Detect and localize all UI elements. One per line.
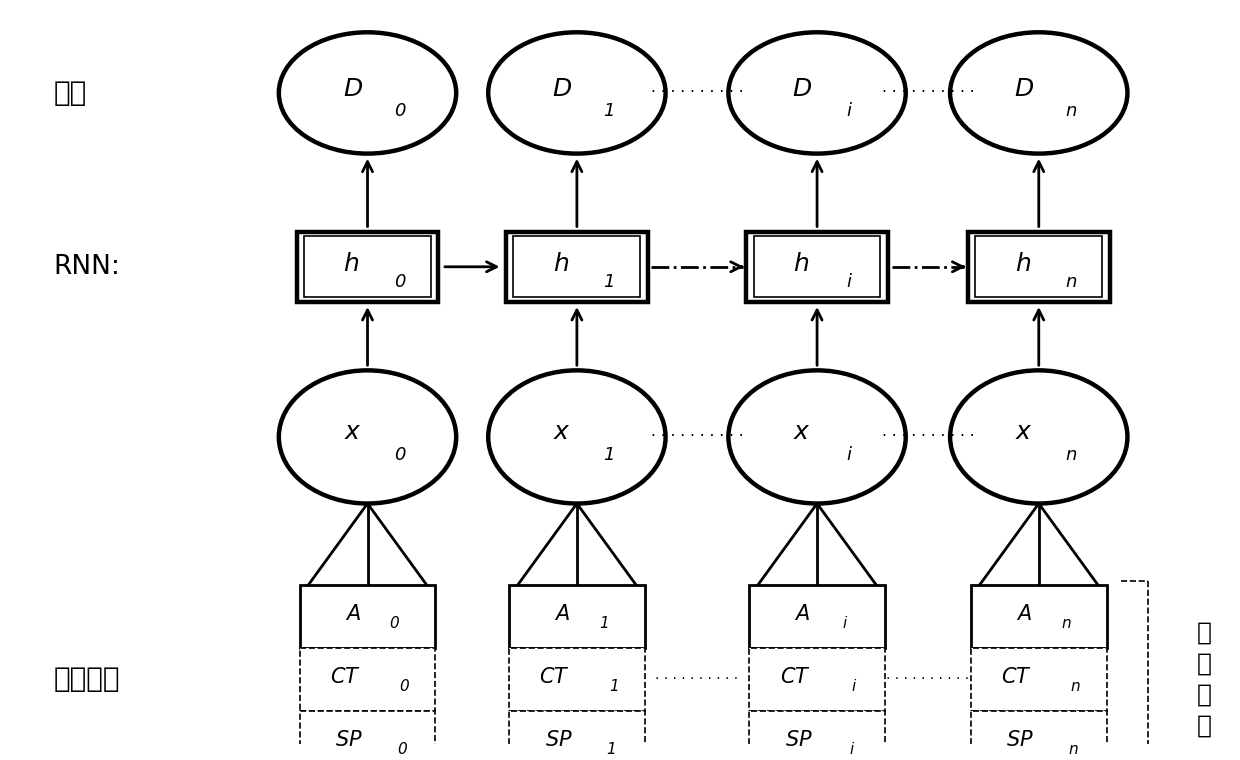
Text: $x$: $x$	[1016, 420, 1033, 445]
FancyBboxPatch shape	[749, 585, 885, 648]
Text: $A$: $A$	[345, 604, 361, 624]
Text: $CT$: $CT$	[1001, 667, 1032, 687]
Text: · · · · · · · · · ·: · · · · · · · · · ·	[656, 672, 739, 686]
Text: $h$: $h$	[553, 252, 569, 276]
Text: n: n	[1065, 446, 1076, 464]
Text: · · · · · · · · · ·: · · · · · · · · · ·	[882, 85, 975, 100]
Text: RNN:: RNN:	[53, 254, 120, 280]
Text: $SP$: $SP$	[1007, 730, 1034, 750]
Text: i: i	[852, 679, 856, 694]
Text: i: i	[847, 103, 852, 120]
Text: 多重输入: 多重输入	[53, 665, 120, 693]
FancyBboxPatch shape	[513, 236, 640, 297]
Text: 关: 关	[1197, 682, 1211, 707]
FancyBboxPatch shape	[296, 232, 438, 302]
Text: $SP$: $SP$	[544, 730, 573, 750]
Text: 1: 1	[603, 103, 615, 120]
Text: $h$: $h$	[343, 252, 360, 276]
FancyBboxPatch shape	[300, 585, 435, 648]
Ellipse shape	[279, 370, 456, 504]
Text: 联: 联	[1197, 651, 1211, 676]
FancyBboxPatch shape	[971, 648, 1106, 711]
Text: $x$: $x$	[343, 420, 362, 445]
Text: 1: 1	[606, 742, 616, 757]
Text: 1: 1	[603, 273, 615, 290]
FancyBboxPatch shape	[976, 236, 1102, 297]
Text: $x$: $x$	[794, 420, 811, 445]
Text: $A$: $A$	[554, 604, 570, 624]
FancyBboxPatch shape	[510, 648, 645, 711]
Text: · · · · · · · · · ·: · · · · · · · · · ·	[651, 429, 743, 445]
Text: 1: 1	[609, 679, 619, 694]
FancyBboxPatch shape	[510, 585, 645, 648]
Text: 1: 1	[603, 446, 615, 464]
Text: $CT$: $CT$	[780, 667, 810, 687]
Text: i: i	[849, 742, 853, 757]
FancyBboxPatch shape	[749, 711, 885, 760]
Text: $D$: $D$	[552, 77, 572, 100]
Text: n: n	[1065, 103, 1076, 120]
FancyBboxPatch shape	[746, 232, 888, 302]
Text: · · · · · · · · · ·: · · · · · · · · · ·	[882, 429, 975, 445]
Text: n: n	[1071, 679, 1080, 694]
Text: $D$: $D$	[792, 77, 812, 100]
FancyBboxPatch shape	[749, 648, 885, 711]
FancyBboxPatch shape	[304, 236, 432, 297]
Text: 输出: 输出	[53, 79, 87, 107]
FancyBboxPatch shape	[968, 232, 1110, 302]
Text: $h$: $h$	[792, 252, 810, 276]
Ellipse shape	[728, 32, 905, 154]
Text: i: i	[842, 616, 846, 632]
FancyBboxPatch shape	[510, 711, 645, 760]
Text: · · · · · · · · · ·: · · · · · · · · · ·	[887, 672, 970, 686]
Text: $h$: $h$	[1014, 252, 1030, 276]
FancyBboxPatch shape	[754, 236, 880, 297]
Text: 0: 0	[399, 679, 409, 694]
Ellipse shape	[950, 370, 1127, 504]
Text: n: n	[1069, 742, 1078, 757]
Text: $x$: $x$	[553, 420, 570, 445]
FancyBboxPatch shape	[300, 711, 435, 760]
Text: i: i	[847, 446, 852, 464]
Text: $D$: $D$	[342, 77, 363, 100]
Text: $SP$: $SP$	[785, 730, 812, 750]
Ellipse shape	[950, 32, 1127, 154]
FancyBboxPatch shape	[300, 648, 435, 711]
Text: $CT$: $CT$	[330, 667, 361, 687]
FancyBboxPatch shape	[506, 232, 647, 302]
Text: 0: 0	[394, 103, 405, 120]
Text: $SP$: $SP$	[335, 730, 363, 750]
FancyBboxPatch shape	[971, 711, 1106, 760]
Text: 0: 0	[394, 446, 405, 464]
Ellipse shape	[489, 370, 666, 504]
Text: i: i	[847, 273, 852, 290]
Text: n: n	[1061, 616, 1070, 632]
Ellipse shape	[279, 32, 456, 154]
Text: n: n	[1065, 273, 1076, 290]
Ellipse shape	[728, 370, 905, 504]
Text: 0: 0	[394, 273, 405, 290]
Text: $A$: $A$	[1016, 604, 1032, 624]
Text: $A$: $A$	[795, 604, 810, 624]
Text: · · · · · · · · · ·: · · · · · · · · · ·	[651, 85, 743, 100]
FancyBboxPatch shape	[971, 585, 1106, 648]
Text: $D$: $D$	[1014, 77, 1034, 100]
Text: 级: 级	[1197, 621, 1211, 644]
Text: 1: 1	[599, 616, 609, 632]
Text: 系: 系	[1197, 714, 1211, 738]
Text: 0: 0	[389, 616, 399, 632]
Text: $CT$: $CT$	[539, 667, 570, 687]
Ellipse shape	[489, 32, 666, 154]
Text: 0: 0	[397, 742, 407, 757]
